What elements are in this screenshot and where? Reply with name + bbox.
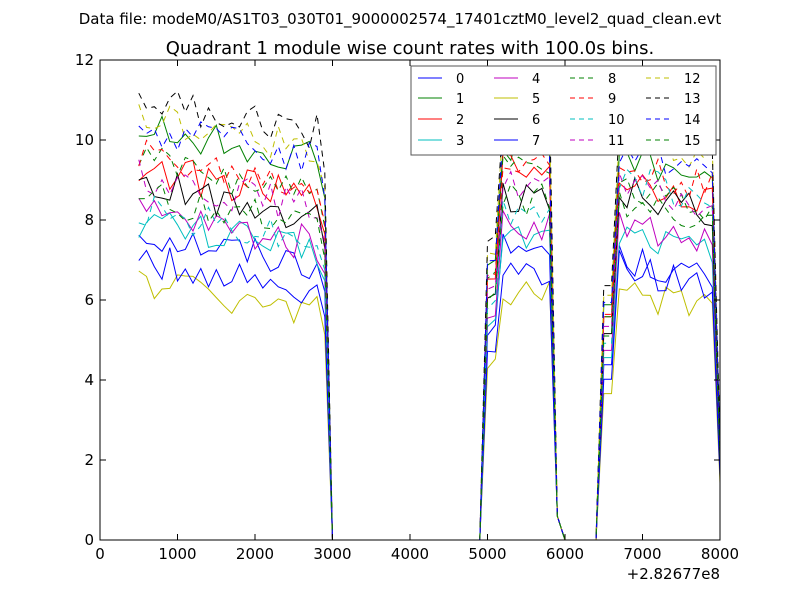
y-tick-label: 4 bbox=[84, 371, 94, 389]
series-line-5 bbox=[138, 270, 721, 541]
x-offset-label: +2.82677e8 bbox=[627, 565, 720, 583]
legend-item-6: 6 bbox=[494, 113, 540, 128]
x-tick-label: 1000 bbox=[158, 545, 196, 563]
legend-label: 9 bbox=[608, 92, 616, 107]
legend-label: 12 bbox=[684, 72, 701, 87]
x-tick-label: 5000 bbox=[468, 545, 506, 563]
y-tick-label: 2 bbox=[84, 451, 94, 469]
y-tick-label: 12 bbox=[75, 51, 94, 69]
suptitle: Data file: modeM0/AS1T03_030T01_90000025… bbox=[79, 10, 722, 29]
legend-item-7: 7 bbox=[494, 134, 540, 149]
legend-item-10: 10 bbox=[570, 113, 625, 128]
series-line-14 bbox=[138, 121, 721, 541]
legend-item-0: 0 bbox=[418, 72, 464, 87]
y-tick-label: 10 bbox=[75, 131, 94, 149]
axis-layer: 0 1000 2000 3000 4000 5000 6000 7000 80000246810… bbox=[75, 51, 739, 563]
y-tick-label: 8 bbox=[84, 211, 94, 229]
y-tick-label: 0 bbox=[84, 531, 94, 549]
series-line-3 bbox=[138, 212, 721, 541]
legend-item-8: 8 bbox=[570, 72, 616, 87]
series-line-13 bbox=[138, 90, 721, 541]
legend-item-13: 13 bbox=[646, 92, 701, 107]
legend-label: 8 bbox=[608, 72, 616, 87]
x-tick-label: 6000 bbox=[546, 545, 584, 563]
legend-label: 1 bbox=[456, 92, 464, 107]
series-line-9 bbox=[138, 139, 721, 541]
series-line-7 bbox=[138, 247, 721, 541]
legend-label: 7 bbox=[532, 134, 540, 149]
legend-item-5: 5 bbox=[494, 92, 540, 107]
chart-title: Quadrant 1 module wise count rates with … bbox=[166, 38, 655, 59]
legend-label: 4 bbox=[532, 72, 540, 87]
series-line-1 bbox=[138, 114, 721, 541]
series-line-8 bbox=[138, 146, 721, 541]
legend-label: 0 bbox=[456, 72, 464, 87]
legend-item-11: 11 bbox=[570, 134, 625, 149]
legend-label: 3 bbox=[456, 134, 464, 149]
x-tick-label: 4000 bbox=[391, 545, 429, 563]
legend-label: 13 bbox=[684, 92, 701, 107]
legend-label: 6 bbox=[532, 113, 540, 128]
series-line-4 bbox=[138, 198, 721, 541]
x-tick-label: 7000 bbox=[623, 545, 661, 563]
series-line-10 bbox=[138, 168, 721, 541]
legend-item-1: 1 bbox=[418, 92, 464, 107]
series-line-2 bbox=[138, 153, 721, 541]
series-layer bbox=[138, 90, 721, 541]
series-line-12 bbox=[138, 104, 721, 541]
x-tick-label: 8000 bbox=[701, 545, 739, 563]
series-line-0 bbox=[138, 232, 721, 541]
legend-item-2: 2 bbox=[418, 113, 464, 128]
x-tick-label: 3000 bbox=[313, 545, 351, 563]
legend-item-14: 14 bbox=[646, 113, 701, 128]
x-tick-label: 0 bbox=[95, 545, 105, 563]
y-tick-label: 6 bbox=[84, 291, 94, 309]
legend-label: 15 bbox=[684, 134, 701, 149]
series-line-15 bbox=[138, 183, 721, 541]
legend-item-9: 9 bbox=[570, 92, 616, 107]
legend-item-12: 12 bbox=[646, 72, 701, 87]
legend-item-4: 4 bbox=[494, 72, 540, 87]
x-tick-label: 2000 bbox=[236, 545, 274, 563]
legend-item-15: 15 bbox=[646, 134, 701, 149]
legend-label: 5 bbox=[532, 92, 540, 107]
series-line-6 bbox=[138, 172, 721, 541]
legend-label: 10 bbox=[608, 113, 625, 128]
legend-label: 11 bbox=[608, 134, 625, 149]
legend-label: 2 bbox=[456, 113, 464, 128]
series-line-11 bbox=[138, 159, 721, 541]
legend-item-3: 3 bbox=[418, 134, 464, 149]
legend-label: 14 bbox=[684, 113, 701, 128]
